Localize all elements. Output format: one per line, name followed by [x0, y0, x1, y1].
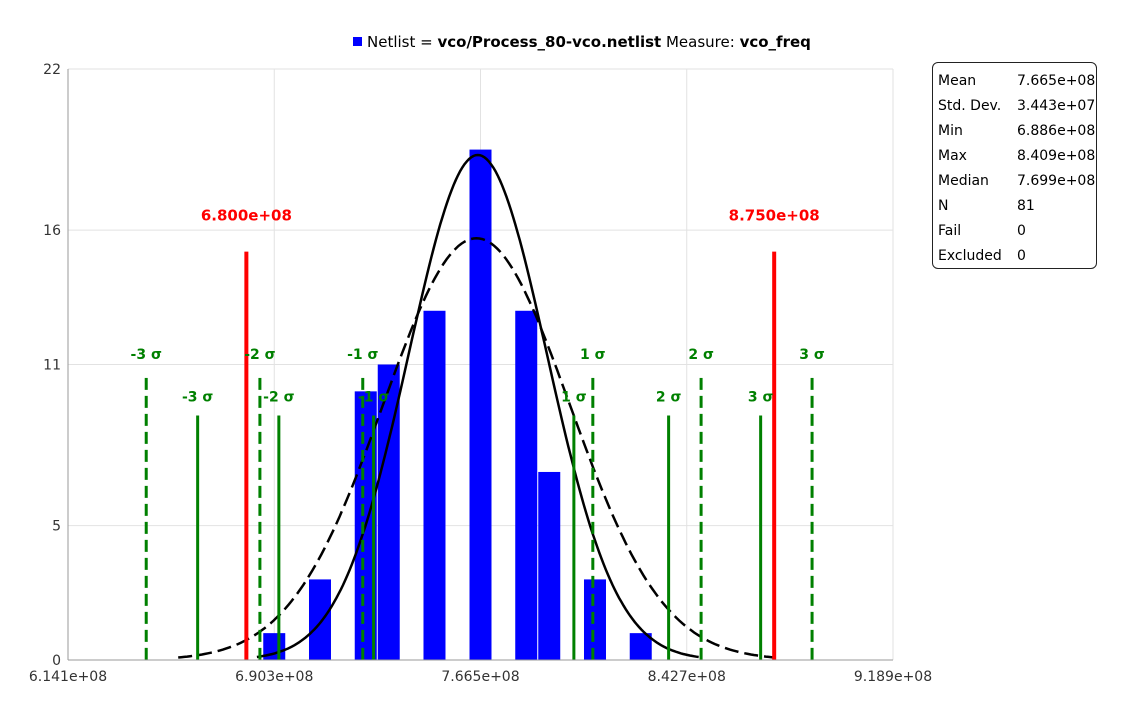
x-tick-label: 7.665e+08 — [441, 669, 519, 685]
stat-row: N 81 — [938, 193, 1095, 218]
y-tick-label: 22 — [43, 62, 61, 78]
stat-value: 8.409e+08 — [1017, 147, 1096, 164]
stat-label: Excluded — [938, 247, 1002, 264]
stat-value: 0 — [1017, 247, 1026, 264]
legend-mid: Measure: — [661, 33, 740, 51]
x-tick-label: 6.903e+08 — [235, 669, 313, 685]
sigma-label: -3 σ — [182, 390, 213, 406]
stat-row: Excluded 0 — [938, 243, 1095, 268]
sigma-label: 1 σ — [561, 390, 587, 406]
stat-row: Std. Dev. 3.443e+07 — [938, 93, 1095, 118]
y-tick-label: 16 — [43, 223, 61, 239]
sigma-label: 1 σ — [580, 347, 606, 363]
stat-label: Median — [938, 172, 989, 189]
stat-label: Mean — [938, 72, 977, 89]
stat-value: 0 — [1017, 222, 1026, 239]
stat-row: Min 6.886e+08 — [938, 118, 1095, 143]
histogram-bar — [308, 579, 331, 660]
stat-label: N — [938, 197, 949, 214]
sigma-label: -1 σ — [358, 390, 389, 406]
stat-value: 3.443e+07 — [1017, 97, 1096, 114]
x-tick-label: 9.189e+08 — [854, 669, 932, 685]
y-tick-label: 5 — [52, 519, 61, 535]
y-tick-label: 11 — [43, 358, 61, 374]
histogram-bar — [583, 579, 606, 660]
stat-row: Mean 7.665e+08 — [938, 68, 1095, 93]
stat-row: Max 8.409e+08 — [938, 143, 1095, 168]
sigma-label: 3 σ — [799, 347, 825, 363]
stat-label: Std. Dev. — [938, 97, 1002, 114]
y-tick-label: 0 — [52, 653, 61, 669]
sigma-label: 2 σ — [688, 347, 714, 363]
histogram-bar — [423, 310, 446, 660]
stat-label: Max — [938, 147, 967, 164]
legend-measure: vco_freq — [739, 33, 811, 51]
stat-value: 7.699e+08 — [1017, 172, 1096, 189]
stat-value: 81 — [1017, 197, 1035, 214]
legend-swatch — [353, 37, 362, 46]
chart-legend: Netlist = vco/Process_80-vco.netlist Mea… — [353, 33, 811, 51]
sigma-label: -1 σ — [347, 347, 378, 363]
stat-value: 7.665e+08 — [1017, 72, 1096, 89]
stat-row: Median 7.699e+08 — [938, 168, 1095, 193]
histogram-bar — [538, 471, 561, 660]
histogram-bar — [629, 633, 652, 660]
sigma-label: 3 σ — [748, 390, 774, 406]
sigma-label: -3 σ — [131, 347, 162, 363]
sigma-label: -2 σ — [244, 347, 275, 363]
fitted-curve-solid — [256, 153, 699, 659]
histogram-bar — [469, 149, 492, 660]
x-tick-label: 8.427e+08 — [648, 669, 726, 685]
spec-limit-lines: 6.800e+08 8.750e+08 — [201, 207, 820, 660]
x-tick-label: 6.141e+08 — [29, 669, 107, 685]
spec-limit-label: 6.800e+08 — [201, 207, 292, 225]
stat-label: Min — [938, 122, 963, 139]
sigma-lines: -3 σ -2 σ -1 σ 1 σ 2 σ 3 σ -3 σ -2 σ -1 σ 1 σ 2 σ 3… — [131, 347, 825, 660]
histogram-bar — [377, 364, 400, 660]
legend-prefix: Netlist = — [367, 33, 438, 51]
stat-value: 6.886e+08 — [1017, 122, 1096, 139]
statistics-panel: Mean 7.665e+08 Std. Dev. 3.443e+07 Min 6.88… — [932, 62, 1097, 269]
axes: 0 5 11 16 22 6.141e+08 6.903e+08 7.665e+08 8.427… — [29, 62, 932, 685]
stat-label: Fail — [938, 222, 962, 239]
sigma-label: -2 σ — [263, 390, 294, 406]
spec-limit-label: 8.750e+08 — [729, 207, 820, 225]
histogram-bar — [515, 310, 538, 660]
legend-netlist: vco/Process_80-vco.netlist — [437, 33, 662, 51]
sigma-label: 2 σ — [656, 390, 682, 406]
stat-row: Fail 0 — [938, 218, 1095, 243]
